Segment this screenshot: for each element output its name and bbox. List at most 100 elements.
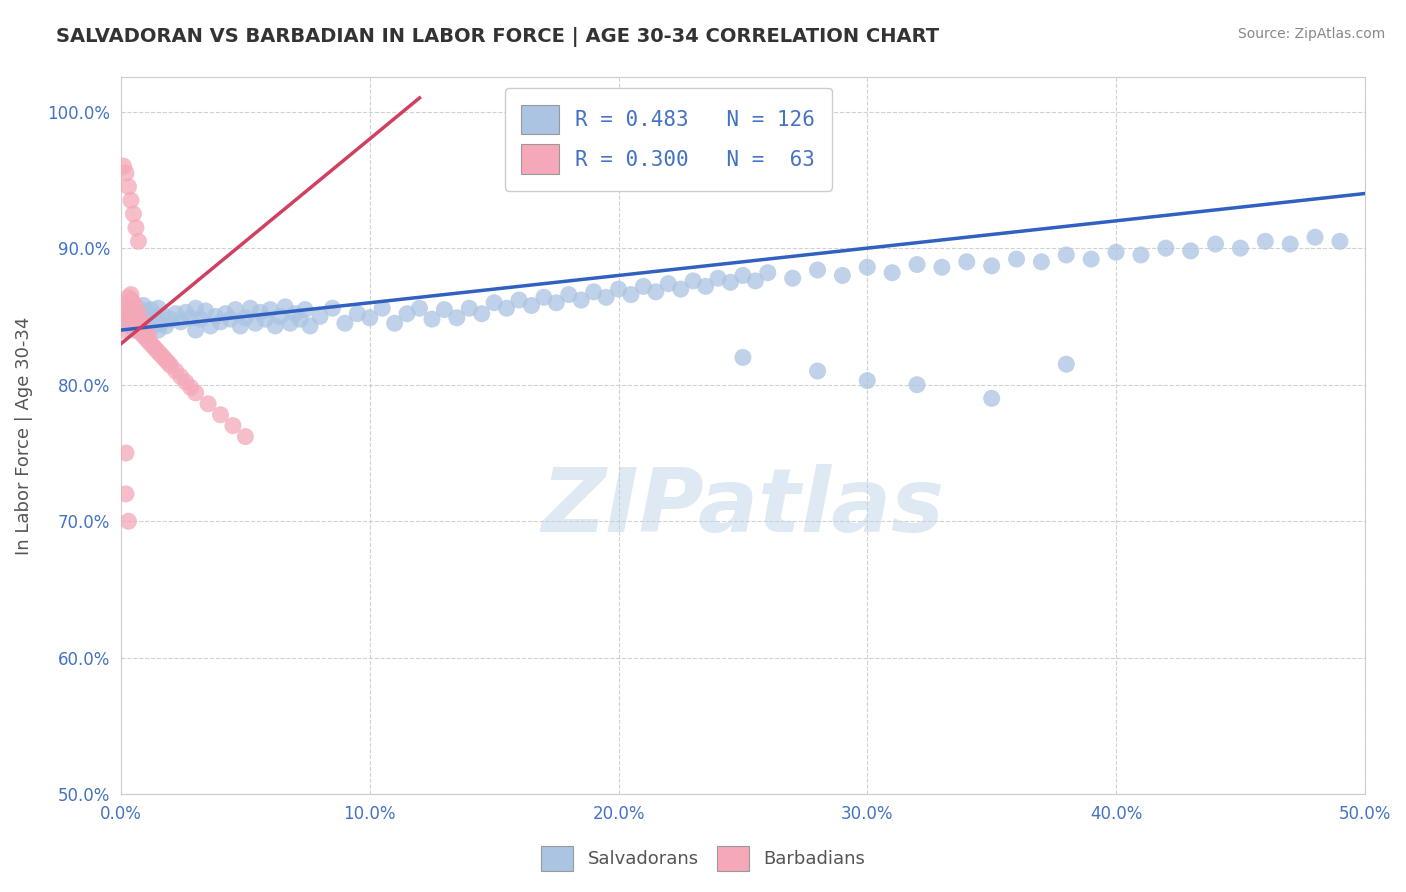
Point xyxy=(184,323,207,337)
Point xyxy=(229,318,252,333)
Point xyxy=(139,336,162,351)
Point xyxy=(135,313,157,327)
Point xyxy=(139,302,162,317)
Point xyxy=(135,331,157,345)
Point xyxy=(371,301,394,316)
Point xyxy=(125,220,148,235)
Point xyxy=(569,293,592,307)
Point xyxy=(122,305,145,319)
Point xyxy=(190,312,212,326)
Point xyxy=(1229,241,1251,255)
Point xyxy=(396,307,419,321)
Point xyxy=(284,307,307,321)
Point xyxy=(274,300,297,314)
Point xyxy=(184,385,207,400)
Point xyxy=(384,316,406,330)
Point xyxy=(122,295,145,310)
Point xyxy=(152,351,174,365)
Point xyxy=(731,268,754,283)
Point xyxy=(1005,252,1028,266)
Y-axis label: In Labor Force | Age 30-34: In Labor Force | Age 30-34 xyxy=(15,317,32,555)
Point xyxy=(139,312,162,326)
Point xyxy=(127,322,149,336)
Point xyxy=(482,295,505,310)
Point xyxy=(333,316,356,330)
Point xyxy=(129,326,152,340)
Point xyxy=(127,312,149,326)
Legend: Salvadorans, Barbadians: Salvadorans, Barbadians xyxy=(533,838,873,879)
Point xyxy=(707,271,730,285)
Point xyxy=(1054,248,1077,262)
Point xyxy=(145,342,167,356)
Point xyxy=(138,334,160,348)
Point xyxy=(125,301,148,316)
Point xyxy=(129,320,152,334)
Point xyxy=(117,290,139,304)
Point xyxy=(956,254,979,268)
Point xyxy=(112,316,135,330)
Point xyxy=(148,301,170,316)
Point xyxy=(122,307,145,321)
Point xyxy=(1279,237,1302,252)
Point xyxy=(142,339,165,353)
Point xyxy=(299,318,322,333)
Point xyxy=(122,207,145,221)
Point xyxy=(125,307,148,321)
Point xyxy=(112,310,135,324)
Point xyxy=(127,323,149,337)
Point xyxy=(980,392,1002,406)
Point xyxy=(159,359,181,373)
Point xyxy=(269,310,291,324)
Point xyxy=(155,353,177,368)
Point xyxy=(120,287,142,301)
Point xyxy=(471,307,494,321)
Point xyxy=(125,318,148,332)
Point xyxy=(148,323,170,337)
Point xyxy=(132,323,155,337)
Point xyxy=(122,323,145,337)
Point xyxy=(1329,235,1351,249)
Point xyxy=(115,298,138,312)
Point xyxy=(197,397,219,411)
Point xyxy=(159,312,181,326)
Point xyxy=(115,166,138,180)
Point xyxy=(309,310,332,324)
Point xyxy=(249,305,271,319)
Point xyxy=(620,287,643,301)
Point xyxy=(180,310,202,325)
Point xyxy=(1080,252,1102,266)
Point xyxy=(980,259,1002,273)
Point xyxy=(239,301,262,316)
Point xyxy=(259,302,281,317)
Point xyxy=(117,301,139,316)
Point xyxy=(209,315,232,329)
Point xyxy=(117,295,139,310)
Point xyxy=(129,315,152,329)
Point xyxy=(132,328,155,343)
Point xyxy=(346,307,368,321)
Point xyxy=(115,487,138,501)
Point xyxy=(117,179,139,194)
Point xyxy=(1180,244,1202,258)
Point xyxy=(120,318,142,333)
Point xyxy=(782,271,804,285)
Point xyxy=(115,302,138,317)
Point xyxy=(117,312,139,326)
Point xyxy=(235,310,257,325)
Point xyxy=(122,301,145,316)
Point xyxy=(508,293,530,307)
Legend: R = 0.483   N = 126, R = 0.300   N =  63: R = 0.483 N = 126, R = 0.300 N = 63 xyxy=(505,87,832,191)
Point xyxy=(1129,248,1152,262)
Point xyxy=(433,302,456,317)
Point xyxy=(112,323,135,337)
Point xyxy=(595,290,617,304)
Point xyxy=(112,159,135,173)
Point xyxy=(149,348,172,362)
Point xyxy=(165,364,187,378)
Point xyxy=(127,318,149,332)
Text: Source: ZipAtlas.com: Source: ZipAtlas.com xyxy=(1237,27,1385,41)
Point xyxy=(1205,237,1227,252)
Point xyxy=(125,320,148,334)
Point xyxy=(129,307,152,321)
Point xyxy=(546,295,568,310)
